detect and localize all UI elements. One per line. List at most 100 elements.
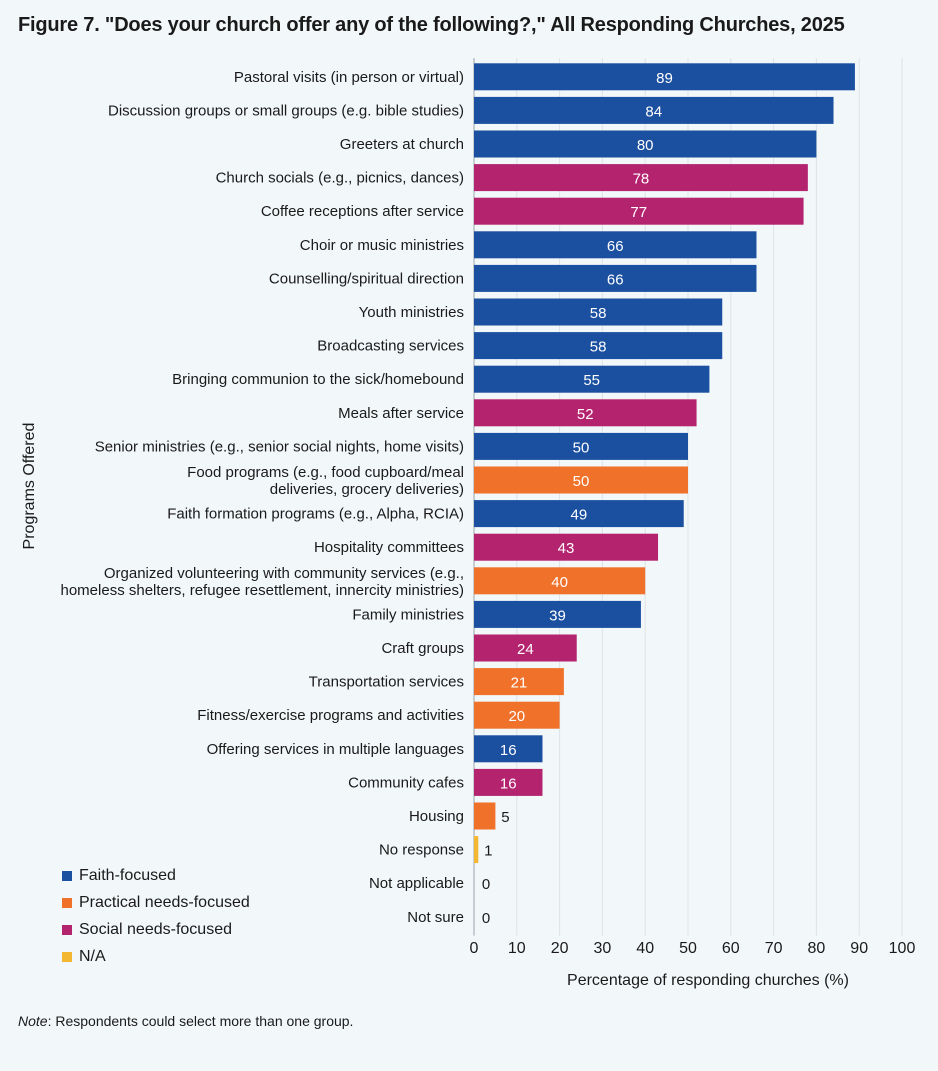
value-label-11: 50: [573, 439, 590, 456]
value-labels: 8984807877666658585552505049434039242120…: [482, 70, 673, 927]
category-label-20: Offering services in multiple languages: [207, 741, 464, 758]
value-label-9: 55: [583, 372, 600, 389]
value-label-1: 84: [645, 103, 662, 120]
value-label-6: 66: [607, 271, 624, 288]
note: Note: Respondents could select more than…: [18, 1013, 353, 1029]
value-label-14: 43: [558, 540, 575, 557]
x-tick-30: 30: [594, 940, 612, 957]
value-label-8: 58: [590, 339, 607, 356]
x-axis-ticks: 0 10 20 30 40 50 60 70 80 90 100: [470, 940, 916, 957]
x-tick-50: 50: [679, 940, 697, 957]
value-label-23: 1: [484, 843, 492, 860]
category-label-19: Fitness/exercise programs and activities: [197, 707, 464, 724]
x-tick-40: 40: [636, 940, 654, 957]
value-label-0: 89: [656, 70, 673, 87]
category-label-18: Transportation services: [309, 674, 464, 691]
x-tick-0: 0: [470, 940, 479, 957]
category-label-12: Food programs (e.g., food cupboard/meal d…: [187, 464, 464, 498]
legend-swatch: [62, 951, 72, 962]
category-label-24: Not applicable: [369, 875, 464, 892]
x-tick-20: 20: [551, 940, 569, 957]
category-label-8: Broadcasting services: [317, 338, 464, 355]
bar-15: [474, 567, 646, 595]
bar-22: [474, 802, 496, 830]
category-label-1: Discussion groups or small groups (e.g. …: [108, 102, 464, 119]
value-label-7: 58: [590, 305, 607, 322]
category-label-21: Community cafes: [348, 774, 464, 791]
bar-18: [474, 668, 564, 696]
category-label-22: Housing: [409, 808, 464, 825]
value-label-17: 24: [517, 641, 534, 658]
value-label-15: 40: [551, 574, 568, 591]
category-labels: Pastoral visits (in person or virtual) Di…: [61, 69, 465, 926]
value-label-24: 0: [482, 876, 490, 893]
category-label-6: Counselling/spiritual direction: [269, 270, 464, 287]
bar-5: [474, 231, 757, 259]
category-label-0: Pastoral visits (in person or virtual): [234, 69, 464, 86]
value-label-2: 80: [637, 137, 654, 154]
bar-2: [474, 130, 817, 158]
category-label-25: Not sure: [407, 909, 464, 926]
bar-16: [474, 600, 641, 628]
category-label-17: Craft groups: [381, 640, 464, 657]
value-label-20: 16: [500, 742, 517, 759]
legend-item-2: Social needs-focused: [62, 916, 250, 943]
legend-item-1: Practical needs-focused: [62, 889, 250, 916]
legend-label: Faith-focused: [79, 866, 176, 884]
value-label-12: 50: [573, 473, 590, 490]
value-label-21: 16: [500, 775, 517, 792]
category-label-16: Family ministries: [352, 606, 464, 623]
value-label-25: 0: [482, 910, 490, 927]
bar-13: [474, 500, 684, 528]
value-label-16: 39: [549, 607, 566, 624]
note-text: : Respondents could select more than one…: [47, 1013, 354, 1029]
bars: [474, 63, 855, 864]
category-label-2: Greeters at church: [340, 136, 464, 153]
bar-0: [474, 63, 855, 91]
bar-20: [474, 735, 543, 763]
category-label-13: Faith formation programs (e.g., Alpha, R…: [167, 506, 464, 523]
value-label-19: 20: [508, 708, 525, 725]
gridlines: [473, 58, 903, 936]
value-label-18: 21: [511, 675, 528, 692]
x-tick-10: 10: [508, 940, 526, 957]
category-label-11: Senior ministries (e.g., senior social n…: [95, 438, 464, 455]
bar-14: [474, 533, 659, 561]
category-label-23: No response: [379, 842, 464, 859]
bar-12: [474, 466, 688, 494]
legend: Faith-focused Practical needs-focused Soci…: [62, 862, 250, 970]
category-label-4: Coffee receptions after service: [261, 203, 464, 220]
bar-21: [474, 768, 543, 796]
value-label-3: 78: [633, 171, 650, 188]
category-label-5: Choir or music ministries: [300, 237, 464, 254]
bar-8: [474, 332, 723, 360]
value-label-13: 49: [571, 507, 588, 524]
bar-3: [474, 164, 808, 192]
bar-19: [474, 701, 560, 729]
bar-9: [474, 365, 710, 393]
bar-7: [474, 298, 723, 326]
category-label-15: Organized volunteering with community se…: [61, 565, 465, 599]
legend-label: Social needs-focused: [79, 920, 232, 938]
value-label-5: 66: [607, 238, 624, 255]
value-label-10: 52: [577, 406, 594, 423]
legend-label: Practical needs-focused: [79, 893, 250, 911]
bar-6: [474, 264, 757, 292]
legend-swatch: [62, 924, 72, 935]
legend-swatch: [62, 870, 72, 881]
value-label-22: 5: [501, 809, 509, 826]
value-label-4: 77: [630, 204, 647, 221]
legend-item-3: N/A: [62, 943, 250, 970]
x-tick-90: 90: [850, 940, 868, 957]
legend-label: N/A: [79, 947, 106, 965]
bar-23: [474, 836, 479, 864]
x-tick-80: 80: [808, 940, 826, 957]
x-tick-60: 60: [722, 940, 740, 957]
x-tick-70: 70: [765, 940, 783, 957]
category-label-10: Meals after service: [338, 405, 464, 422]
category-label-9: Bringing communion to the sick/homebound: [172, 371, 464, 388]
x-tick-100: 100: [889, 940, 916, 957]
bar-10: [474, 399, 697, 427]
bar-4: [474, 197, 804, 225]
